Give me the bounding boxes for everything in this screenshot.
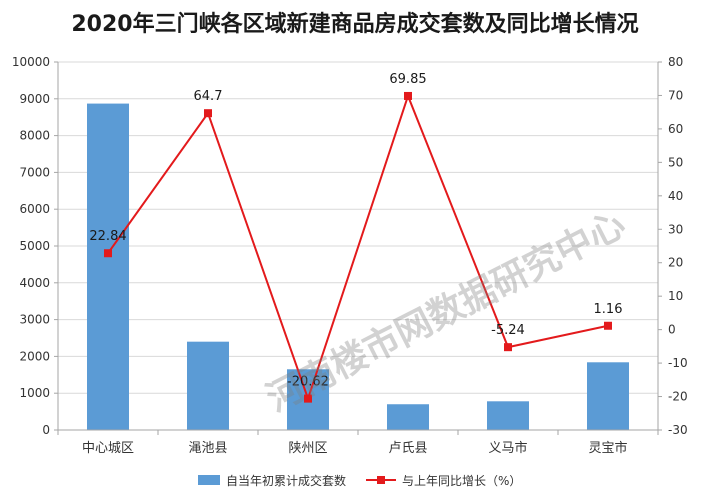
y-right-tick-label: 80 [668, 55, 683, 69]
y-left-tick-label: 8000 [19, 129, 50, 143]
x-tick-label: 灵宝市 [588, 440, 627, 456]
y-right-tick-label: -10 [668, 356, 688, 370]
watermark: 河南楼市网数据研究中心 [260, 204, 631, 420]
line-point [404, 91, 412, 100]
y-right-tick-label: 20 [668, 256, 683, 270]
y-left-tick-label: 6000 [19, 202, 50, 216]
y-left-tick-label: 4000 [19, 276, 50, 290]
bar [87, 103, 129, 431]
bar-series [87, 103, 629, 431]
line-point [104, 249, 112, 258]
x-tick-label: 陕州区 [288, 441, 327, 456]
y-right-tick-label: 10 [668, 289, 683, 303]
data-label: 64.7 [194, 89, 223, 104]
gridlines [58, 61, 658, 431]
bar [587, 362, 629, 430]
data-label: 1.16 [594, 302, 623, 317]
x-tick-label: 渑池县 [188, 441, 227, 456]
legend-swatch-bars [198, 475, 220, 485]
y-right-tick-label: -30 [668, 423, 688, 437]
y-right-tick-label: 50 [668, 155, 683, 169]
data-label: -5.24 [491, 323, 525, 338]
y-left-tick-label: 3000 [19, 313, 50, 327]
bar [187, 341, 229, 430]
y-right-tick-label: 60 [668, 122, 683, 136]
data-label: -20.62 [287, 375, 329, 390]
axes: 0100020003000400050006000700080009000100… [12, 55, 688, 456]
legend-marker-growth [377, 476, 385, 484]
y-right-tick-label: 0 [668, 323, 676, 337]
line-series: 22.84 64.7 -20.62 69.85 -5.24 1.16 [89, 72, 622, 403]
legend-label-bars: 自当年初累计成交套数 [226, 473, 346, 488]
y-left-tick-label: 7000 [19, 165, 50, 179]
y-left-tick-label: 10000 [12, 55, 50, 69]
y-right-tick-label: -20 [668, 390, 688, 404]
y-right-tick-label: 70 [668, 88, 683, 102]
x-tick-label: 中心城区 [82, 441, 134, 456]
x-tick-label: 义马市 [488, 440, 527, 456]
legend-label-growth: 与上年同比增长（%） [402, 474, 521, 488]
line-point [204, 109, 212, 118]
growth-line [107, 93, 609, 402]
y-right-tick-label: 40 [668, 189, 683, 203]
chart-title: 2020年三门峡各区域新建商品房成交套数及同比增长情况 [71, 12, 639, 37]
legend: 自当年初累计成交套数 与上年同比增长（%） [198, 473, 521, 488]
x-tick-label: 卢氏县 [388, 440, 427, 456]
data-label: 69.85 [389, 72, 426, 87]
watermark-text: 河南楼市网数据研究中心 [260, 204, 631, 420]
y-left-tick-label: 2000 [19, 349, 50, 363]
bar [387, 404, 429, 430]
bar [487, 401, 529, 430]
data-label: 22.84 [89, 229, 126, 244]
line-point [304, 394, 312, 403]
line-point [504, 343, 512, 352]
y-left-tick-label: 5000 [19, 239, 50, 253]
y-left-tick-label: 9000 [19, 92, 50, 106]
y-right-tick-label: 30 [668, 222, 683, 236]
y-left-tick-label: 1000 [19, 386, 50, 400]
y-left-tick-label: 0 [42, 423, 50, 437]
line-point [604, 321, 612, 330]
